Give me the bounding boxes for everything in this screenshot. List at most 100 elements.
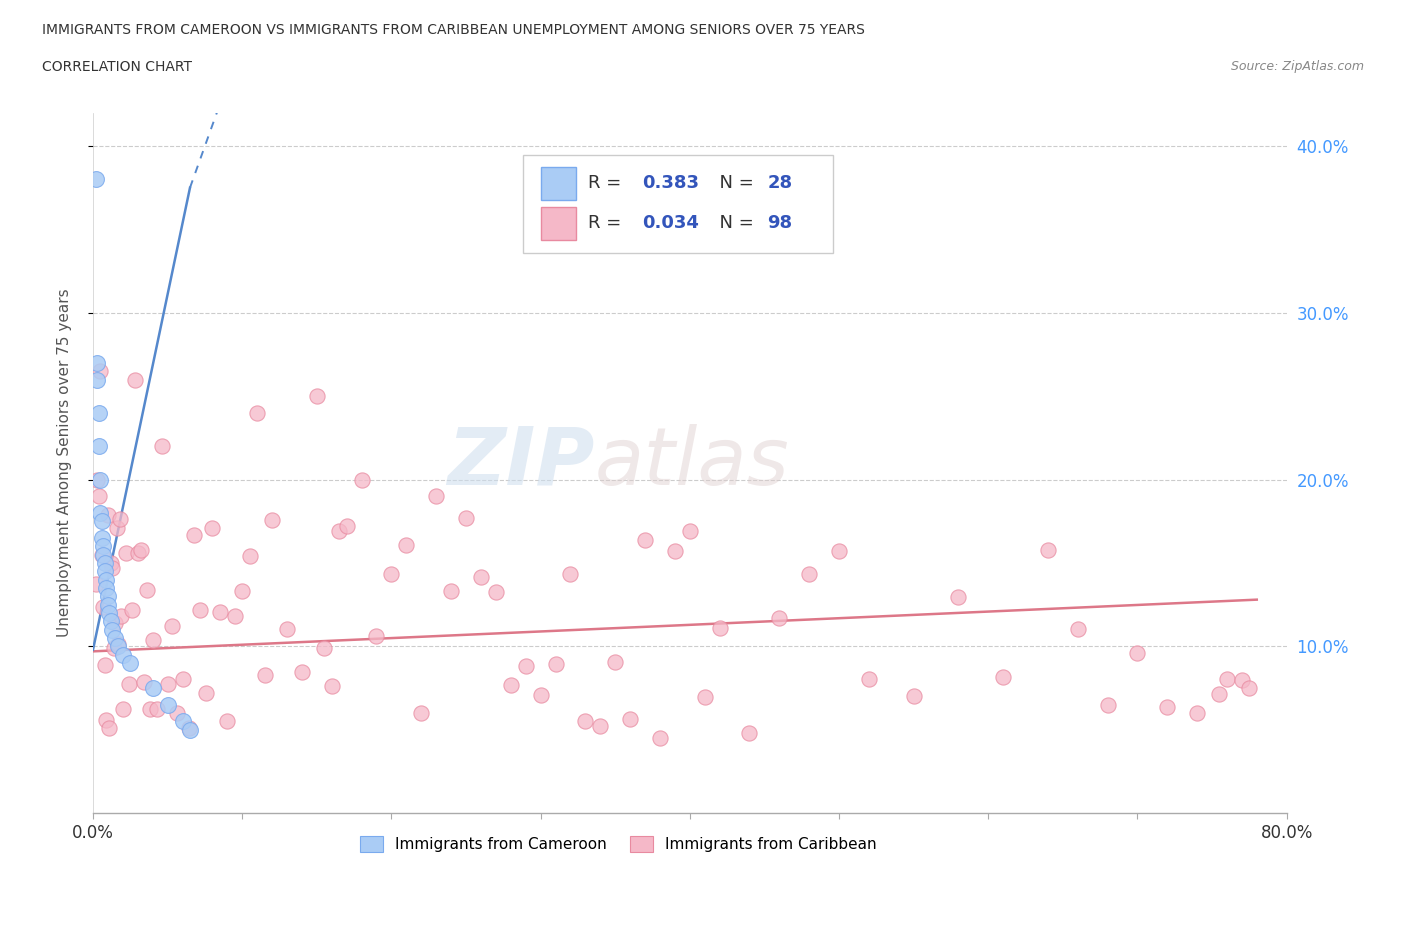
Text: ZIP: ZIP (447, 424, 595, 502)
Legend: Immigrants from Cameroon, Immigrants from Caribbean: Immigrants from Cameroon, Immigrants fro… (354, 830, 883, 858)
Point (1239, 681, 1261, 696)
Point (1097, 698, 1119, 712)
Point (111, 702, 134, 717)
Point (253, 668, 276, 683)
Point (172, 714, 194, 729)
Point (107, 639, 129, 654)
Text: IMMIGRANTS FROM CAMEROON VS IMMIGRANTS FROM CARIBBEAN UNEMPLOYMENT AMONG SENIORS: IMMIGRANTS FROM CAMEROON VS IMMIGRANTS F… (42, 23, 865, 37)
Point (1230, 672, 1253, 687)
Point (239, 549, 262, 564)
Point (87, 405, 110, 420)
Point (1208, 687, 1230, 702)
Point (499, 678, 522, 693)
Point (101, 622, 124, 637)
Point (166, 706, 188, 721)
Text: Source: ZipAtlas.com: Source: ZipAtlas.com (1230, 60, 1364, 73)
Point (156, 698, 179, 712)
Point (118, 676, 141, 691)
Point (97, 508, 120, 523)
Text: R =: R = (588, 214, 627, 232)
Point (150, 439, 173, 454)
Point (350, 472, 373, 487)
Point (201, 521, 224, 536)
Point (380, 567, 402, 582)
Point (1036, 543, 1059, 558)
Point (395, 538, 418, 552)
Text: 28: 28 (768, 175, 793, 193)
Point (132, 674, 155, 689)
Point (89, 472, 111, 487)
Point (634, 533, 657, 548)
Text: N =: N = (707, 175, 759, 193)
Point (328, 524, 350, 538)
Point (1126, 645, 1149, 660)
Point (664, 543, 686, 558)
Point (217, 713, 239, 728)
Point (96, 572, 118, 587)
Point (100, 614, 122, 629)
Point (146, 701, 169, 716)
Point (87, 489, 110, 504)
Point (485, 584, 508, 599)
Point (114, 546, 136, 561)
Point (314, 641, 336, 656)
Point (648, 731, 671, 746)
Point (87, 439, 110, 454)
Point (305, 389, 328, 404)
Point (96, 712, 118, 727)
Point (903, 689, 925, 704)
Point (142, 633, 165, 648)
Point (84, 577, 107, 591)
Point (160, 619, 183, 634)
Point (93, 547, 115, 562)
Point (440, 583, 463, 598)
Point (530, 687, 553, 702)
Point (84, 172, 107, 187)
Text: 0.034: 0.034 (643, 214, 699, 232)
Point (574, 714, 596, 729)
Point (108, 512, 131, 526)
Point (991, 670, 1014, 684)
Point (177, 721, 200, 736)
Point (172, 671, 194, 686)
Point (86, 372, 108, 387)
Point (1185, 706, 1208, 721)
Point (828, 544, 851, 559)
Point (103, 641, 125, 656)
Point (97, 597, 120, 612)
Point (321, 678, 343, 693)
Text: 98: 98 (768, 214, 793, 232)
Point (101, 561, 124, 576)
Point (91, 547, 114, 562)
Point (768, 610, 790, 625)
Point (156, 676, 179, 691)
Point (605, 655, 627, 670)
Point (560, 566, 582, 581)
Point (94, 658, 117, 672)
Point (120, 656, 142, 671)
Point (183, 527, 205, 542)
Point (110, 608, 132, 623)
Point (224, 608, 246, 623)
FancyBboxPatch shape (523, 154, 832, 253)
Point (454, 511, 477, 525)
Text: R =: R = (588, 175, 627, 193)
Point (411, 705, 433, 720)
Point (515, 658, 537, 673)
Point (86, 355, 108, 370)
Point (336, 519, 359, 534)
Point (276, 621, 298, 636)
Point (709, 620, 731, 635)
Y-axis label: Unemployment Among Seniors over 75 years: Unemployment Among Seniors over 75 years (58, 288, 72, 637)
Point (589, 719, 612, 734)
Point (111, 647, 134, 662)
Point (107, 636, 129, 651)
Point (94, 564, 117, 578)
Point (124, 372, 146, 387)
Text: CORRELATION CHART: CORRELATION CHART (42, 60, 193, 74)
FancyBboxPatch shape (541, 206, 576, 240)
Point (135, 582, 157, 597)
Point (190, 603, 212, 618)
Point (104, 615, 127, 630)
Point (425, 489, 447, 504)
